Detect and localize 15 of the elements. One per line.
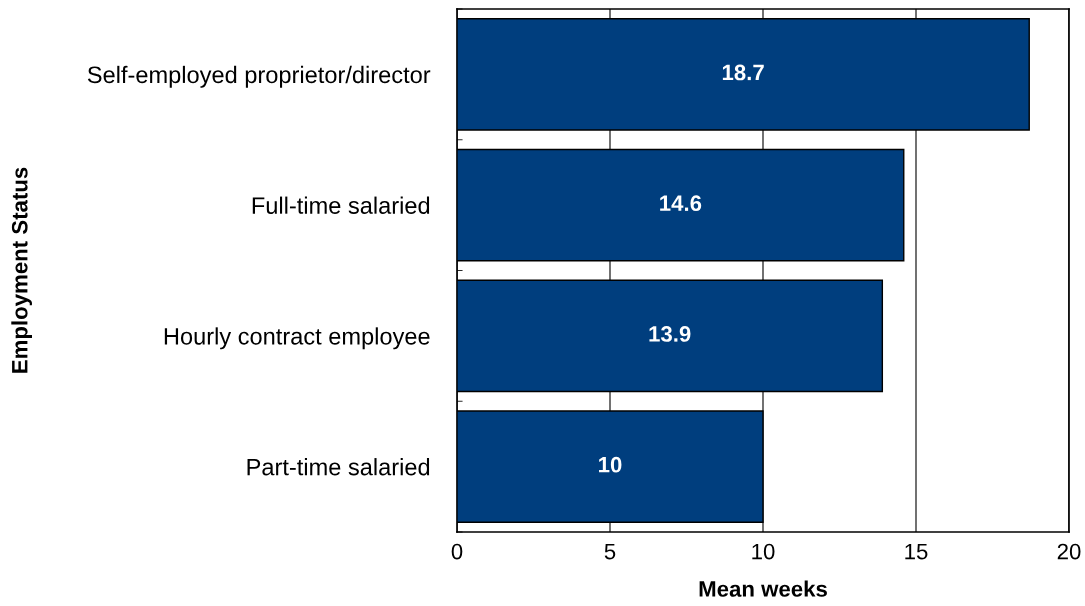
x-tick-label: 5 xyxy=(604,543,616,560)
x-tick-label: 0 xyxy=(451,543,463,560)
x-axis-title: Mean weeks xyxy=(699,580,827,597)
y-tick-label: Hourly contract employee xyxy=(164,327,430,350)
x-tick-label: 10 xyxy=(752,543,775,560)
data-label: 10 xyxy=(599,456,622,473)
data-label: 14.6 xyxy=(660,195,702,212)
data-label: 13.9 xyxy=(649,326,691,342)
y-tick-label: Full-time salaried xyxy=(252,196,430,214)
y-tick-label: Part-time salaried xyxy=(247,458,430,476)
x-tick-label: 20 xyxy=(1057,543,1081,560)
y-tick-label: Self-employed proprietor/director xyxy=(87,65,431,88)
data-label: 18.7 xyxy=(722,64,764,81)
y-axis-title: Employment Status xyxy=(11,167,32,373)
x-tick-label: 15 xyxy=(905,543,928,560)
